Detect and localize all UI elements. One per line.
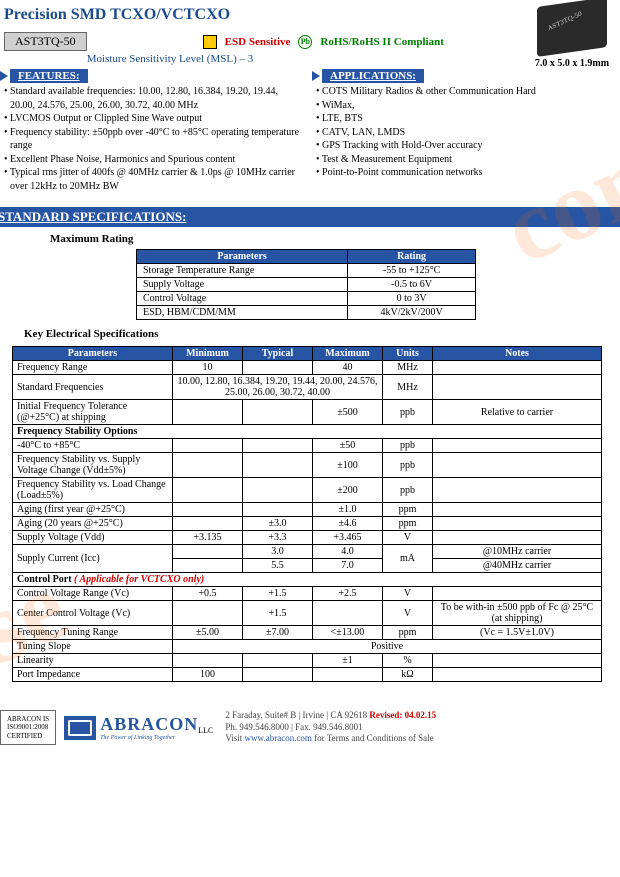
list-item: COTS Military Radios & other Communicati… <box>316 85 612 99</box>
list-item: Standard available frequencies: 10.00, 1… <box>4 85 300 112</box>
list-item: GPS Tracking with Hold-Over accuracy <box>316 139 612 153</box>
list-item: Frequency stability: ±50ppb over -40°C t… <box>4 126 300 153</box>
cert-badge: ABRACON ISISO9001:2008CERTIFIED <box>0 710 56 745</box>
esd-icon: ⚡ <box>203 35 217 49</box>
footer-info: 2 Faraday, Suite# B | Irvine | CA 92618 … <box>225 710 436 745</box>
max-rating-header: Maximum Rating <box>50 233 612 245</box>
max-rating-table: Parameters Rating Storage Temperature Ra… <box>136 249 476 320</box>
arrow-icon <box>0 71 8 81</box>
msl-text: Moisture Sensitivity Level (MSL) – 3 <box>40 53 300 65</box>
standard-spec-header: STANDARD SPECIFICATIONS: <box>0 207 620 227</box>
list-item: Point-to-Point communication networks <box>316 166 612 180</box>
page-title: Precision SMD TCXO/VCTCXO <box>4 6 612 24</box>
features-header: FEATURES: <box>10 69 88 83</box>
chip-image-box: AST3TQ-50 7.0 x 5.0 x 1.9mm <box>524 2 620 69</box>
list-item: LTE, BTS <box>316 112 612 126</box>
part-number: AST3TQ-50 <box>4 32 87 51</box>
list-item: Test & Measurement Equipment <box>316 153 612 167</box>
applications-header: APPLICATIONS: <box>322 69 424 83</box>
applications-list: COTS Military Radios & other Communicati… <box>312 85 612 180</box>
list-item: CATV, LAN, LMDS <box>316 126 612 140</box>
footer: ABRACON ISISO9001:2008CERTIFIED ABRACONL… <box>0 706 612 749</box>
arrow-icon <box>312 71 320 81</box>
pb-free-icon: Pb <box>298 35 312 49</box>
rohs-label: RoHS/RoHS II Compliant <box>320 36 443 48</box>
list-item: Typical rms jitter of 400fs @ 40MHz carr… <box>4 166 300 193</box>
elec-spec-header: Key Electrical Specifications <box>24 328 612 340</box>
abracon-logo: ABRACONLLC The Power of Linking Together <box>64 714 213 741</box>
list-item: WiMax, <box>316 99 612 113</box>
list-item: LVCMOS Output or Clippled Sine Wave outp… <box>4 112 300 126</box>
features-list: Standard available frequencies: 10.00, 1… <box>0 85 300 193</box>
chip-image: AST3TQ-50 <box>537 0 607 57</box>
esd-label: ESD Sensitive <box>225 36 291 48</box>
elec-spec-table: Parameters Minimum Typical Maximum Units… <box>12 346 602 682</box>
list-item: Excellent Phase Noise, Harmonics and Spu… <box>4 153 300 167</box>
chip-dimensions: 7.0 x 5.0 x 1.9mm <box>524 58 620 69</box>
